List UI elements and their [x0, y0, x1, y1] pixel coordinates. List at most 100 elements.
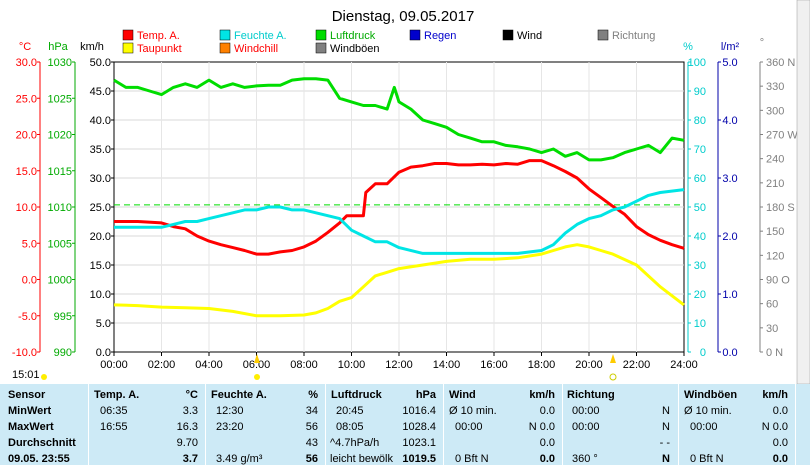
- wind-tick-label: 40.0: [90, 115, 111, 127]
- header-wind-unit: km/h: [529, 389, 555, 401]
- x-tick-label: 02:00: [148, 359, 176, 371]
- header-wind: Wind: [449, 389, 476, 401]
- direction-value: N: [662, 453, 670, 465]
- column-divider: [795, 384, 796, 465]
- gust-beaufort: 0 Bft N: [690, 453, 724, 465]
- wind-unit-label: km/h: [80, 41, 104, 53]
- data-series: [113, 77, 685, 318]
- header-pressure-unit: hPa: [415, 389, 436, 401]
- direction-tick-label: 270 W: [766, 130, 798, 142]
- temp-value: 3.3: [182, 405, 198, 417]
- x-tick-label: 22:00: [623, 359, 651, 371]
- temp-tick-label: 20.0: [16, 130, 37, 142]
- legend-swatch: [315, 29, 327, 41]
- humidity-time: 12:30: [216, 405, 244, 417]
- pressure-tick-label: 1000: [48, 275, 72, 287]
- pressure-tick-label: 1020: [48, 130, 72, 142]
- humidity-tick-label: 70: [694, 144, 706, 156]
- pressure-tick-label: 1025: [48, 93, 72, 105]
- humidity-line: [114, 188, 685, 255]
- gust-time: Ø 10 min.: [684, 405, 732, 417]
- pressure-tick-label: 1015: [48, 166, 72, 178]
- row-label: Durchschnitt: [8, 437, 76, 449]
- direction-degrees: 360 °: [572, 453, 598, 465]
- row-label: MinWert: [8, 405, 52, 417]
- direction-tick-label: 90 O: [766, 275, 790, 287]
- column-divider: [88, 384, 89, 465]
- pressure-time: 08:05: [336, 421, 364, 433]
- legend-label: Temp. A.: [137, 30, 180, 42]
- humidity-absolute: 3.49 g/m³: [216, 453, 263, 465]
- gust-value: N 0.0: [761, 421, 788, 433]
- rain-tick-label: 0.0: [722, 347, 737, 359]
- legend-swatch: [219, 29, 231, 41]
- x-tick-label: 04:00: [195, 359, 223, 371]
- wind-tick-label: 10.0: [90, 289, 111, 301]
- humidity-tick-label: 30: [694, 260, 706, 272]
- legend-label: Wind: [517, 30, 542, 42]
- humidity-value: 56: [305, 421, 318, 433]
- row-label: 09.05. 23:55: [8, 453, 70, 465]
- humidity-time: 23:20: [216, 421, 244, 433]
- wind-time: Ø 10 min.: [449, 405, 497, 417]
- axes: 30.025.020.015.010.05.00.0-5.0-10.010301…: [12, 57, 798, 371]
- rain-tick-label: 1.0: [722, 289, 737, 301]
- wind-value: 0.0: [539, 405, 555, 417]
- temp-value: 3.7: [182, 453, 198, 465]
- temp-time: 06:35: [100, 405, 128, 417]
- pressure-tick-label: 990: [54, 347, 72, 359]
- direction-unit-label: °: [760, 37, 764, 49]
- wind-tick-label: 45.0: [90, 86, 111, 98]
- humidity-tick-label: 80: [694, 115, 706, 127]
- temp-tick-label: 15.0: [16, 166, 37, 178]
- pressure-tick-label: 1030: [48, 57, 72, 69]
- pressure-value: 1028.4: [402, 421, 436, 433]
- pressure-tick-label: 995: [54, 311, 72, 323]
- gust-value: 0.0: [772, 453, 788, 465]
- moon-icon: [609, 373, 617, 381]
- legend-label: Taupunkt: [137, 43, 182, 55]
- humidity-tick-label: 10: [694, 318, 706, 330]
- humidity-tick-label: 60: [694, 173, 706, 185]
- dewpoint-line: [113, 243, 685, 318]
- time-marker-icon: [610, 354, 616, 363]
- weather-forecast: leicht bewölk: [330, 453, 393, 465]
- direction-time: 00:00: [572, 421, 600, 433]
- pressure-value: 1019.5: [402, 453, 436, 465]
- vertical-scrollbar[interactable]: [796, 0, 810, 384]
- legend-swatch: [122, 42, 134, 54]
- pressure-tick-label: 1010: [48, 202, 72, 214]
- gust-time: 00:00: [690, 421, 718, 433]
- current-time-label: 15:01: [12, 369, 40, 381]
- time-markers: [41, 354, 617, 381]
- x-tick-label: 08:00: [290, 359, 318, 371]
- humidity-value: 34: [305, 405, 318, 417]
- gust-value: 0.0: [772, 405, 788, 417]
- wind-tick-label: 35.0: [90, 144, 111, 156]
- wind-value: N 0.0: [528, 421, 555, 433]
- legend-label: Windchill: [234, 43, 278, 55]
- direction-tick-label: 360 N: [766, 57, 795, 69]
- direction-tick-label: 330: [766, 81, 784, 93]
- legend-label: Regen: [424, 30, 456, 42]
- header-pressure: Luftdruck: [331, 389, 382, 401]
- sun-icon: [41, 374, 47, 380]
- temp-time: 16:55: [100, 421, 128, 433]
- time-marker-icon: [254, 354, 260, 363]
- sun-icon: [254, 374, 260, 380]
- wind-tick-label: 30.0: [90, 173, 111, 185]
- direction-tick-label: 210: [766, 178, 784, 190]
- wind-time: 00:00: [455, 421, 483, 433]
- humidity-value: 56: [305, 453, 318, 465]
- grid-lines: [114, 62, 684, 352]
- pressure-value: 1016.4: [402, 405, 436, 417]
- x-tick-label: 20:00: [575, 359, 603, 371]
- header-gusts-unit: km/h: [762, 389, 788, 401]
- rain-unit-label: l/m²: [721, 41, 740, 53]
- humidity-unit-label: %: [683, 41, 693, 53]
- humidity-tick-label: 50: [694, 202, 706, 214]
- humidity-tick-label: 100: [688, 57, 706, 69]
- pressure-value: 1023.1: [402, 437, 436, 449]
- temp-tick-label: -5.0: [18, 311, 37, 323]
- temp-value: 9.70: [176, 437, 198, 449]
